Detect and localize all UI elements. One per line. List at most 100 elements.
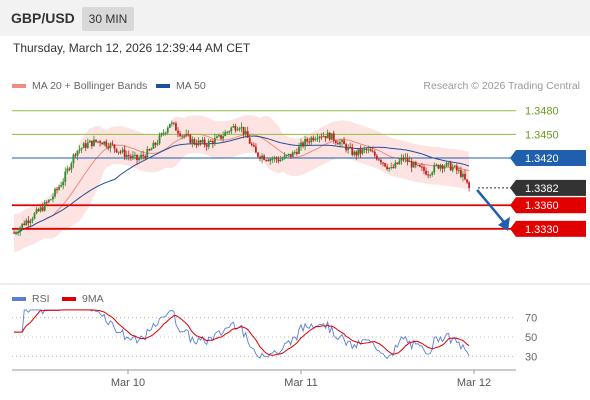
candle-body [351,146,354,155]
candle-body [19,227,22,233]
candle-body [388,167,391,170]
candle-body [308,141,311,143]
candle-body [54,189,56,197]
candle-body [244,131,247,135]
candle-body [193,139,196,144]
candle-body [339,141,341,145]
candle-body [291,152,294,157]
timeframe-badge[interactable]: 30 MIN [82,7,134,31]
candle-body [162,133,165,135]
header-bar: GBP/USD 30 MIN [0,0,590,36]
candle-body [13,232,15,234]
candle-body [177,130,179,134]
candle-body [371,151,374,153]
candle-body [464,173,466,180]
candle-body [234,126,237,131]
ma50-line [13,135,470,234]
candle-body [361,149,364,154]
candle-body [367,149,370,151]
candle-body [43,202,46,211]
candle-body [421,166,423,168]
candle-body [419,164,421,167]
candle-body [279,159,282,162]
candle-body [414,162,417,166]
candle-body [150,148,153,151]
candle-body [148,149,151,151]
candle-body [78,149,81,151]
candle-body [29,220,32,223]
candle-body [240,126,243,129]
candle-body [205,144,208,147]
candle-body [80,147,83,150]
candle-body [246,131,249,138]
candle-body [144,156,147,158]
candle-body [468,182,470,188]
candle-body [316,138,319,140]
candle-body [312,137,315,141]
level-tag-1-3420 [516,149,586,166]
rsi-9ma-line [14,309,470,356]
candle-body [97,141,99,143]
bollinger-band [14,114,470,252]
candle-body [187,133,190,135]
candle-body [330,133,333,140]
candle-body [453,165,456,167]
candle-body [435,164,438,166]
candle-body [269,158,272,162]
candle-body [314,138,317,141]
candle-body [64,171,67,182]
candle-body [211,141,214,144]
candle-body [271,158,274,160]
legend-label-9ma: 9MA [82,293,104,305]
candle-body [410,161,413,168]
candle-body [105,141,108,147]
candle-body [386,166,388,170]
candle-body [199,140,202,143]
candle-body [203,139,206,145]
level-tag-pointer-1-3330 [510,220,516,237]
candle-body [242,126,245,135]
legend-swatch-9ma [62,297,76,301]
candle-body [373,151,376,156]
candle-body [166,127,169,133]
timestamp: Thursday, March 12, 2026 12:39:44 AM CET [13,41,251,55]
candle-body [306,139,309,142]
candle-body [21,223,24,228]
candle-body [406,157,409,162]
candle-body [343,140,345,145]
candle-body [207,140,210,147]
legend-label-ma20: MA 20 + Bollinger Bands [32,80,148,92]
candle-body [265,159,268,161]
candle-body [300,142,302,147]
candle-body [136,154,138,161]
candle-body [466,179,468,183]
candle-body [326,132,329,139]
candle-body [183,135,186,137]
candle-body [45,202,48,204]
candle-body [195,143,198,146]
candle-body [228,131,231,133]
currency-pair: GBP/USD [11,10,75,26]
candle-body [23,223,26,226]
candle-body [261,155,263,159]
candle-body [349,146,352,148]
level-label-1-3450: 1.3450 [525,129,559,141]
legend-9ma: 9MA [62,293,104,305]
level-label-1-3330: 1.3330 [525,224,559,236]
candle-body [189,134,192,143]
forecast-arrow-head [498,216,510,231]
level-tag-pointer-1-3420 [510,149,516,166]
candle-body [460,170,462,177]
candle-body [185,133,188,136]
candle-body [328,132,331,140]
candle-body [252,145,255,147]
legend-label-rsi: RSI [32,293,50,305]
candle-body [156,143,159,145]
candle-body [359,149,362,154]
candle-body [322,135,325,137]
candle-body [152,142,155,149]
candle-body [140,154,142,158]
candle-body [347,146,350,151]
